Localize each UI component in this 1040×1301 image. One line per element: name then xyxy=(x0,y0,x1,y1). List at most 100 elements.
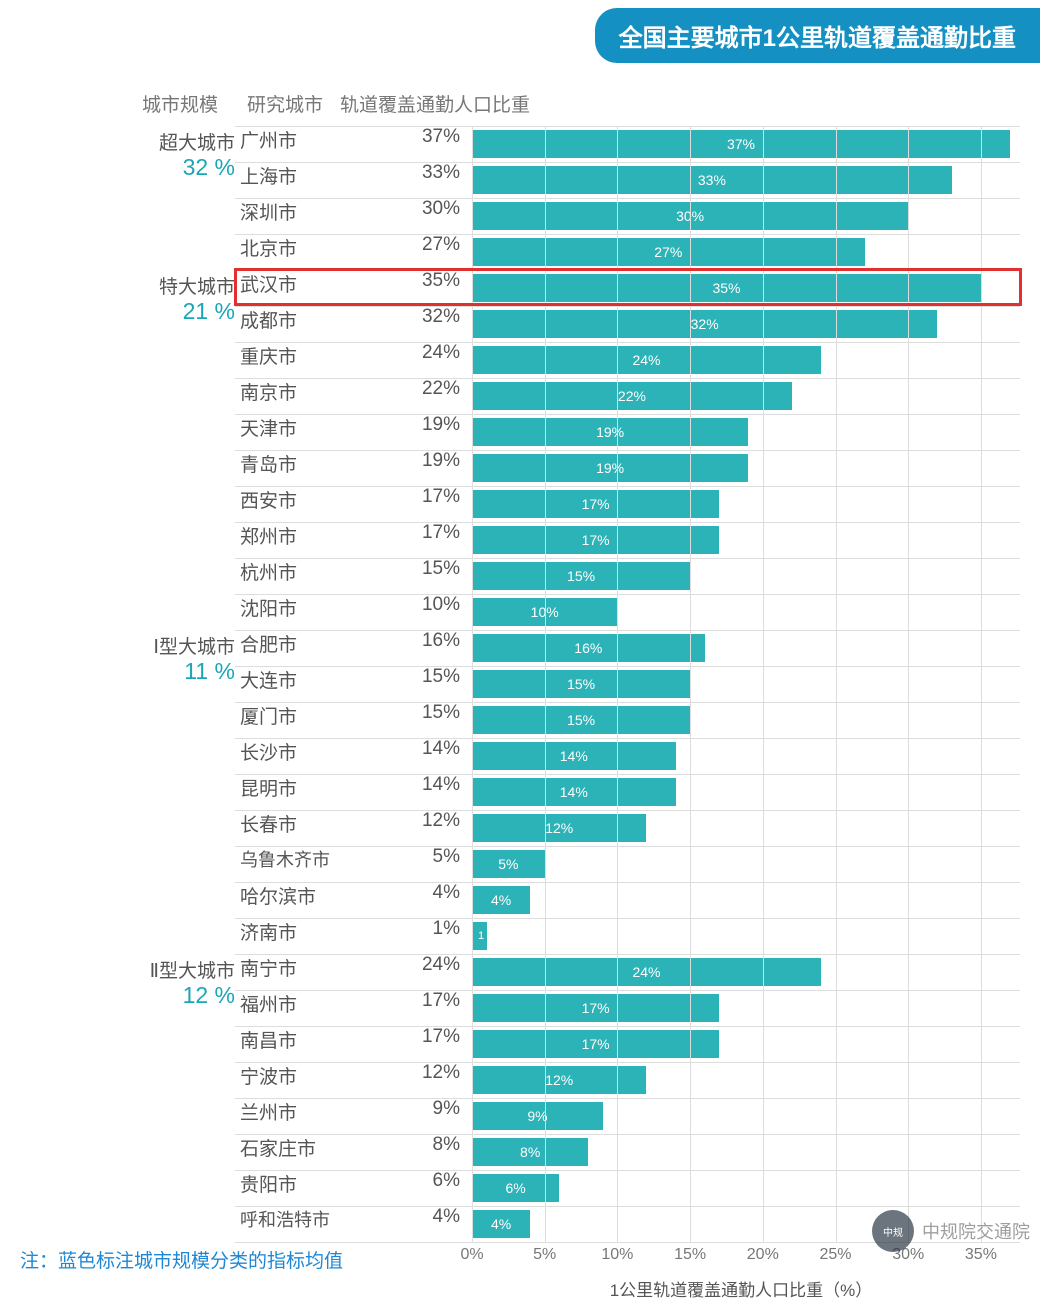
city-name: 福州市 xyxy=(240,990,370,1017)
value-label: 8% xyxy=(380,1134,460,1156)
bar-value-label: 1 xyxy=(472,918,490,954)
value-label: 14% xyxy=(380,738,460,760)
x-gridline xyxy=(763,126,764,1242)
x-tick-label: 10% xyxy=(601,1246,633,1264)
bar-value-label: 14% xyxy=(472,738,676,774)
bar-value-label: 17% xyxy=(472,1026,719,1062)
city-name: 大连市 xyxy=(240,666,370,693)
bar-value-label: 35% xyxy=(472,270,981,306)
bar-value-label: 17% xyxy=(472,990,719,1026)
city-name: 西安市 xyxy=(240,486,370,513)
bar-value-label: 5% xyxy=(472,846,545,882)
city-name: 宁波市 xyxy=(240,1062,370,1089)
x-tick-label: 25% xyxy=(819,1246,851,1264)
city-name: 长沙市 xyxy=(240,738,370,765)
value-label: 9% xyxy=(380,1098,460,1120)
value-label: 32% xyxy=(380,306,460,328)
page-title: 全国主要城市1公里轨道覆盖通勤比重 xyxy=(595,8,1040,63)
value-label: 22% xyxy=(380,378,460,400)
value-label: 17% xyxy=(380,990,460,1012)
x-tick-label: 5% xyxy=(533,1246,556,1264)
group-scale-label: 特大城市 xyxy=(115,272,235,299)
value-label: 33% xyxy=(380,162,460,184)
city-name: 广州市 xyxy=(240,126,370,153)
value-label: 24% xyxy=(380,954,460,976)
x-gridline xyxy=(908,126,909,1242)
bar-value-label: 6% xyxy=(472,1170,559,1206)
city-name: 南昌市 xyxy=(240,1026,370,1053)
value-label: 35% xyxy=(380,270,460,292)
value-label: 1% xyxy=(380,918,460,940)
city-name: 北京市 xyxy=(240,234,370,261)
bar-value-label: 4% xyxy=(472,882,530,918)
city-name: 哈尔滨市 xyxy=(240,882,370,909)
value-label: 17% xyxy=(380,1026,460,1048)
value-label: 17% xyxy=(380,522,460,544)
city-name: 天津市 xyxy=(240,414,370,441)
city-name: 合肥市 xyxy=(240,630,370,657)
value-label: 12% xyxy=(380,1062,460,1084)
group-scale-pct: 11 % xyxy=(115,658,235,685)
group-scale-label: Ⅱ型大城市 xyxy=(115,956,235,983)
value-label: 30% xyxy=(380,198,460,220)
x-gridline xyxy=(545,126,546,1242)
city-name: 兰州市 xyxy=(240,1098,370,1125)
city-name: 青岛市 xyxy=(240,450,370,477)
bar-value-label: 14% xyxy=(472,774,676,810)
value-label: 37% xyxy=(380,126,460,148)
city-name: 杭州市 xyxy=(240,558,370,585)
bar-value-label: 32% xyxy=(472,306,937,342)
group-scale-pct: 21 % xyxy=(115,298,235,325)
value-label: 4% xyxy=(380,882,460,904)
x-tick-label: 0% xyxy=(460,1246,483,1264)
bar-value-label: 24% xyxy=(472,954,821,990)
value-label: 19% xyxy=(380,414,460,436)
value-label: 15% xyxy=(380,666,460,688)
bar-value-label: 19% xyxy=(472,414,748,450)
watermark: 中规 中规院交通院 xyxy=(872,1210,1030,1252)
x-gridline xyxy=(472,126,473,1242)
bar-value-label: 24% xyxy=(472,342,821,378)
bar-value-label: 17% xyxy=(472,486,719,522)
city-name: 深圳市 xyxy=(240,198,370,225)
value-label: 16% xyxy=(380,630,460,652)
bar-value-label: 15% xyxy=(472,702,690,738)
bar-value-label: 27% xyxy=(472,234,865,270)
bar-value-label: 16% xyxy=(472,630,705,666)
city-name: 郑州市 xyxy=(240,522,370,549)
city-name: 南京市 xyxy=(240,378,370,405)
value-label: 15% xyxy=(380,558,460,580)
value-label: 12% xyxy=(380,810,460,832)
bar-value-label: 17% xyxy=(472,522,719,558)
header-city: 研究城市 xyxy=(235,90,335,117)
city-name: 武汉市 xyxy=(240,270,370,297)
x-gridline xyxy=(617,126,618,1242)
watermark-text: 中规院交通院 xyxy=(922,1218,1030,1244)
value-label: 27% xyxy=(380,234,460,256)
bar-value-label: 22% xyxy=(472,378,792,414)
value-label: 19% xyxy=(380,450,460,472)
bar-value-label: 12% xyxy=(472,810,646,846)
header-scale: 城市规模 xyxy=(130,90,230,117)
chart-container: 城市规模 研究城市 轨道覆盖通勤人口比重 超大城市32 %广州市37%37%上海… xyxy=(0,70,1040,1260)
value-label: 10% xyxy=(380,594,460,616)
bar-value-label: 4% xyxy=(472,1206,530,1242)
bar-value-label: 8% xyxy=(472,1134,588,1170)
value-label: 15% xyxy=(380,702,460,724)
bar-value-label: 9% xyxy=(472,1098,603,1134)
x-axis-title: 1公里轨道覆盖通勤人口比重（%） xyxy=(472,1276,1010,1301)
bar-value-label: 15% xyxy=(472,666,690,702)
city-name: 石家庄市 xyxy=(240,1134,370,1161)
value-label: 14% xyxy=(380,774,460,796)
column-headers: 城市规模 研究城市 轨道覆盖通勤人口比重 xyxy=(0,90,1040,122)
value-label: 17% xyxy=(380,486,460,508)
x-tick-label: 20% xyxy=(747,1246,779,1264)
header-metric: 轨道覆盖通勤人口比重 xyxy=(340,90,540,117)
bar-value-label: 12% xyxy=(472,1062,646,1098)
x-tick-label: 15% xyxy=(674,1246,706,1264)
city-name: 昆明市 xyxy=(240,774,370,801)
x-gridline xyxy=(981,126,982,1242)
city-name: 济南市 xyxy=(240,918,370,945)
city-name: 成都市 xyxy=(240,306,370,333)
city-name: 沈阳市 xyxy=(240,594,370,621)
